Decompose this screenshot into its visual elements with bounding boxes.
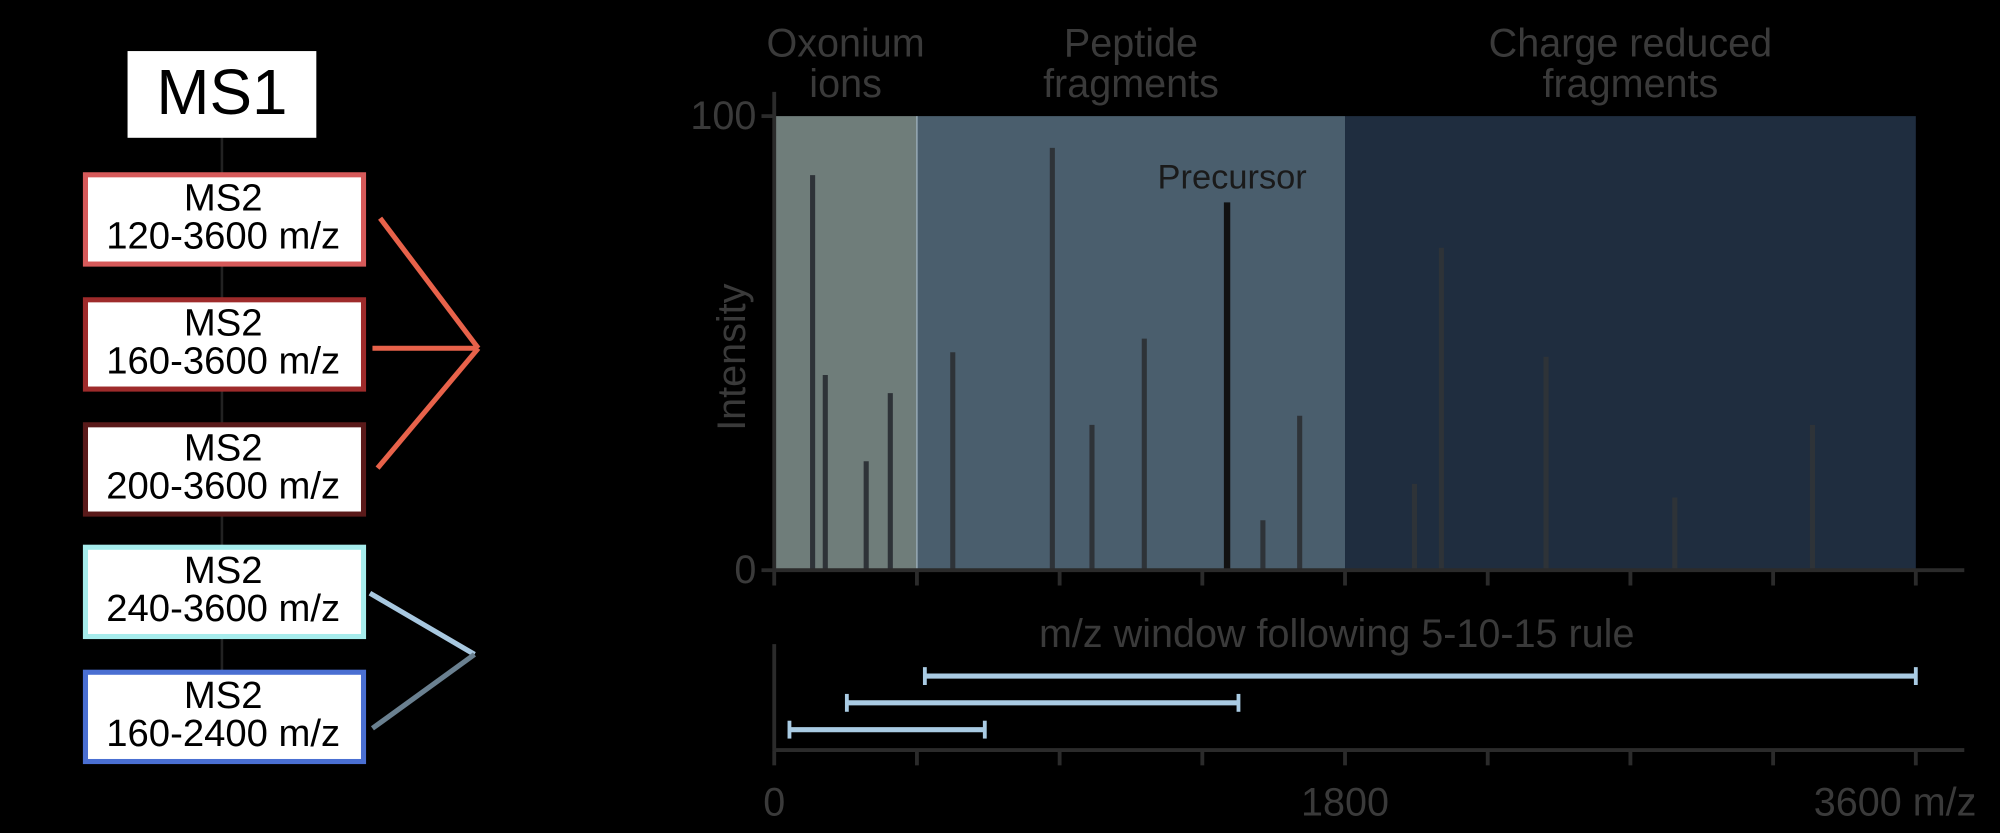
merge-line (375, 346, 481, 470)
ms2-range: 200-3600 m/z (106, 465, 340, 508)
region-label: Peptide (1064, 21, 1198, 65)
region-label: fragments (1543, 62, 1719, 106)
ms2-title: MS2 (184, 426, 263, 469)
ms2-box (82, 669, 367, 765)
precursor-label: Precursor (1158, 159, 1307, 197)
ms2-title: MS2 (184, 176, 263, 219)
region-label: Charge reduced (1489, 21, 1773, 65)
x-tick-label: 0 (763, 780, 785, 824)
region-label: ions (809, 62, 882, 106)
ms2-range: 120-3600 m/z (106, 215, 340, 258)
window-bar (844, 693, 1241, 712)
x-tick-label: 3600 m/z (1814, 780, 1977, 824)
y-tick-label: 100 (690, 94, 756, 138)
ms2-title: MS2 (184, 674, 263, 717)
region (774, 116, 917, 571)
merge-line (378, 216, 481, 350)
region (916, 116, 1346, 571)
merge-line (368, 590, 476, 657)
region-label: Oxonium (766, 21, 924, 65)
window-bar (922, 667, 1918, 685)
ms2-box (82, 297, 367, 392)
ms2-range: 160-2400 m/z (106, 712, 340, 755)
region (1345, 116, 1916, 571)
ms2-box (82, 544, 367, 640)
ms2-range: 160-3600 m/z (106, 340, 340, 383)
ms1-label: MS1 (156, 56, 287, 128)
ms2-range: 240-3600 m/z (106, 587, 340, 630)
ms2-title: MS2 (184, 549, 263, 592)
ms1-box (127, 51, 317, 138)
ms2-box (82, 172, 367, 267)
y-axis-label: Intensity (710, 283, 754, 430)
ms2-title: MS2 (184, 301, 263, 344)
window-title: m/z window following 5-10-15 rule (1039, 612, 1634, 656)
x-tick-label: 1800 (1301, 780, 1389, 824)
window-bar (787, 720, 987, 739)
region-label: fragments (1043, 62, 1219, 106)
ms2-box (82, 422, 367, 517)
y-tick-label: 0 (734, 548, 756, 592)
merge-line (370, 652, 476, 731)
